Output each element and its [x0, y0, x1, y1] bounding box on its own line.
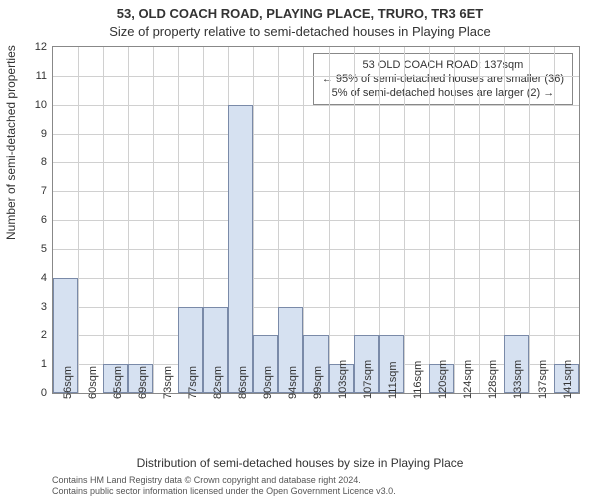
gridline-v — [329, 47, 330, 393]
gridline-v — [153, 47, 154, 393]
x-tick-label: 128sqm — [487, 360, 499, 399]
y-tick-label: 10 — [25, 99, 53, 111]
y-tick-label: 9 — [25, 128, 53, 140]
x-tick-label: 116sqm — [412, 361, 424, 399]
gridline-v — [78, 47, 79, 393]
gridline-v — [103, 47, 104, 393]
x-tick-label: 56sqm — [62, 366, 74, 399]
footer-attribution: Contains HM Land Registry data © Crown c… — [52, 475, 592, 496]
x-tick-label: 60sqm — [87, 366, 99, 399]
x-tick-label: 90sqm — [262, 366, 274, 399]
gridline-h — [53, 307, 579, 308]
y-tick-label: 1 — [25, 358, 53, 370]
y-tick-label: 5 — [25, 243, 53, 255]
y-axis-label: Number of semi-detached properties — [4, 45, 18, 240]
footer-line-1: Contains HM Land Registry data © Crown c… — [52, 475, 592, 485]
x-tick-label: 120sqm — [437, 360, 449, 399]
annotation-line-3: 5% of semi-detached houses are larger (2… — [322, 86, 564, 100]
gridline-v — [529, 47, 530, 393]
x-tick-label: 65sqm — [112, 366, 124, 399]
x-tick-label: 77sqm — [187, 366, 199, 399]
gridline-v — [404, 47, 405, 393]
property-size-chart: 53, OLD COACH ROAD, PLAYING PLACE, TRURO… — [0, 0, 600, 500]
gridline-h — [53, 76, 579, 77]
x-tick-label: 124sqm — [462, 360, 474, 399]
gridline-h — [53, 220, 579, 221]
x-tick-label: 111sqm — [387, 361, 399, 399]
gridline-v — [479, 47, 480, 393]
gridline-h — [53, 134, 579, 135]
x-tick-label: 133sqm — [512, 360, 524, 399]
gridline-v — [454, 47, 455, 393]
y-tick-label: 12 — [25, 41, 53, 53]
x-tick-label: 82sqm — [212, 366, 224, 399]
x-tick-label: 141sqm — [562, 360, 574, 399]
gridline-h — [53, 105, 579, 106]
chart-subtitle: Size of property relative to semi-detach… — [0, 24, 600, 39]
y-tick-label: 8 — [25, 156, 53, 168]
x-axis-label: Distribution of semi-detached houses by … — [0, 456, 600, 470]
x-tick-label: 94sqm — [287, 366, 299, 399]
y-tick-label: 2 — [25, 329, 53, 341]
x-tick-label: 86sqm — [237, 366, 249, 399]
plot-area: 53 OLD COACH ROAD: 137sqm ← 95% of semi-… — [52, 46, 580, 394]
gridline-h — [53, 162, 579, 163]
y-tick-label: 4 — [25, 272, 53, 284]
annotation-box: 53 OLD COACH ROAD: 137sqm ← 95% of semi-… — [313, 53, 573, 105]
chart-title-address: 53, OLD COACH ROAD, PLAYING PLACE, TRURO… — [0, 6, 600, 21]
y-tick-label: 6 — [25, 214, 53, 226]
y-tick-label: 7 — [25, 185, 53, 197]
x-tick-label: 99sqm — [312, 366, 324, 399]
footer-line-2: Contains public sector information licen… — [52, 486, 592, 496]
gridline-v — [429, 47, 430, 393]
gridline-v — [128, 47, 129, 393]
bar — [228, 105, 253, 393]
y-tick-label: 3 — [25, 301, 53, 313]
y-tick-label: 11 — [25, 70, 53, 82]
annotation-line-1: 53 OLD COACH ROAD: 137sqm — [322, 58, 564, 72]
y-tick-label: 0 — [25, 387, 53, 399]
x-tick-label: 137sqm — [537, 360, 549, 399]
gridline-h — [53, 191, 579, 192]
x-tick-label: 73sqm — [162, 366, 174, 399]
gridline-h — [53, 278, 579, 279]
gridline-h — [53, 249, 579, 250]
x-tick-label: 107sqm — [362, 360, 374, 399]
gridline-v — [554, 47, 555, 393]
x-tick-label: 103sqm — [337, 360, 349, 399]
annotation-line-2: ← 95% of semi-detached houses are smalle… — [322, 72, 564, 86]
x-tick-label: 69sqm — [137, 366, 149, 399]
